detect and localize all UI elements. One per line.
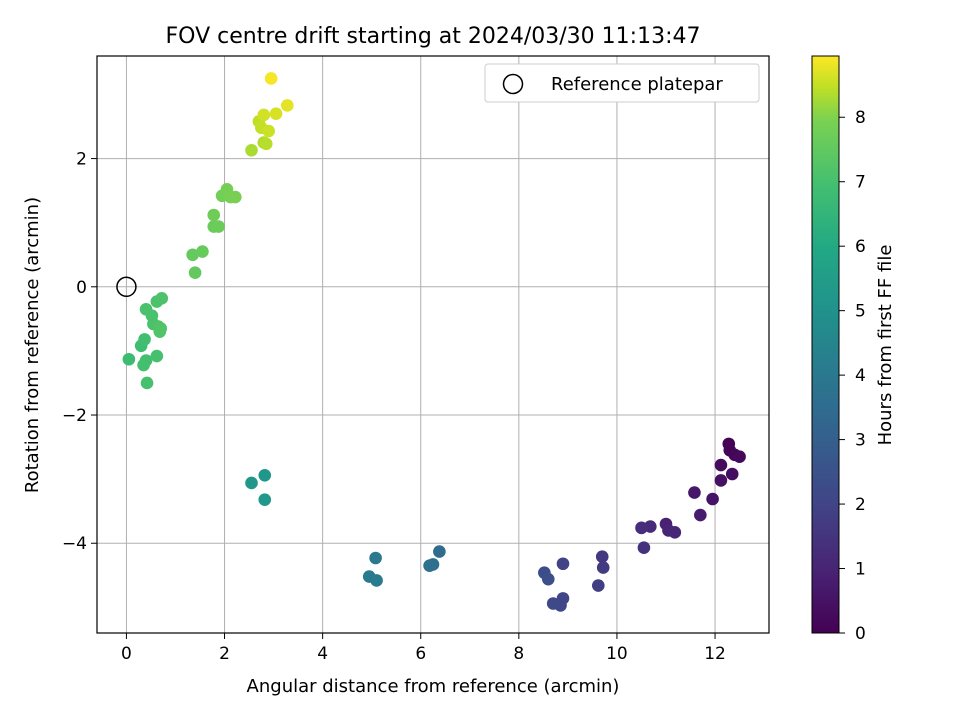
colorbar-tick-label: 3 [855, 431, 866, 451]
legend: Reference platepar [484, 63, 760, 103]
data-point [592, 579, 605, 592]
data-point [257, 108, 271, 122]
data-point [138, 333, 151, 346]
data-point [245, 143, 258, 157]
data-point [694, 508, 707, 522]
data-point [706, 492, 719, 506]
colorbar: 0 1 2 3 4 5 6 7 8 Hours from first FF file [811, 55, 896, 644]
x-tick-label: 6 [415, 644, 426, 664]
data-point [188, 266, 202, 279]
colorbar-tick-label: 8 [855, 108, 866, 128]
x-tick-label: 2 [219, 644, 230, 664]
data-point [596, 561, 610, 574]
grid-lines [97, 56, 769, 633]
data-point [281, 99, 294, 112]
data-point [245, 476, 258, 490]
axis-ticks: 0 2 4 6 8 10 12 −4 −2 0 2 [62, 150, 726, 664]
data-point [635, 521, 648, 535]
chart-title: FOV centre drift starting at 2024/03/30 … [166, 24, 701, 49]
y-tick-label: 2 [76, 150, 87, 170]
data-point [150, 349, 164, 363]
x-tick-label: 10 [606, 644, 628, 664]
data-point [688, 486, 701, 499]
colorbar-tick-label: 6 [855, 237, 866, 257]
colorbar-ticks: 0 1 2 3 4 5 6 7 8 [839, 108, 866, 644]
data-point [714, 458, 728, 472]
x-axis-label: Angular distance from reference (arcmin) [247, 676, 620, 697]
data-point [258, 468, 272, 482]
data-point [541, 572, 555, 586]
x-tick-label: 12 [704, 644, 726, 664]
y-tick-label: −4 [62, 534, 87, 554]
data-point [269, 107, 283, 120]
data-points [116, 72, 746, 612]
colorbar-tick-label: 5 [855, 302, 866, 322]
data-point [714, 474, 728, 487]
data-point [186, 248, 199, 262]
data-point [556, 557, 570, 571]
x-tick-label: 0 [121, 644, 132, 664]
legend-reference-marker [502, 73, 524, 95]
colorbar-tick-label: 2 [855, 495, 866, 515]
data-point [369, 551, 382, 565]
data-point [258, 493, 272, 506]
data-point [229, 190, 242, 204]
data-point [668, 526, 682, 539]
data-point [264, 72, 278, 85]
data-point [139, 354, 153, 367]
y-tick-label: −2 [62, 406, 87, 426]
x-tick-label: 8 [513, 644, 524, 664]
colorbar-tick-label: 1 [855, 560, 866, 580]
data-point [725, 467, 739, 481]
data-point [212, 220, 225, 233]
data-point [140, 376, 154, 390]
x-tick-label: 4 [317, 644, 328, 664]
colorbar-gradient [811, 55, 840, 634]
data-point [423, 559, 436, 572]
data-point [196, 245, 209, 258]
data-point [262, 124, 275, 138]
legend-reference-label: Reference platepar [551, 74, 723, 95]
data-point [595, 550, 609, 564]
colorbar-tick-label: 4 [855, 366, 866, 386]
colorbar-tick-label: 7 [855, 173, 866, 193]
y-tick-label: 0 [76, 278, 87, 298]
data-point [207, 208, 221, 222]
colorbar-label: Hours from first FF file [875, 245, 896, 446]
colorbar-tick-label: 0 [855, 624, 866, 644]
data-point [259, 137, 273, 151]
reference-platepar-marker [116, 276, 137, 298]
data-point [153, 325, 167, 338]
data-point [155, 292, 169, 305]
legend-box [484, 63, 760, 103]
data-point [370, 574, 383, 587]
data-point [433, 545, 446, 558]
plot-frame [96, 55, 770, 634]
y-axis-label: Rotation from reference (arcmin) [22, 197, 43, 493]
data-point [637, 541, 651, 555]
data-point [122, 352, 136, 366]
data-point [546, 597, 560, 610]
data-point [733, 450, 746, 463]
